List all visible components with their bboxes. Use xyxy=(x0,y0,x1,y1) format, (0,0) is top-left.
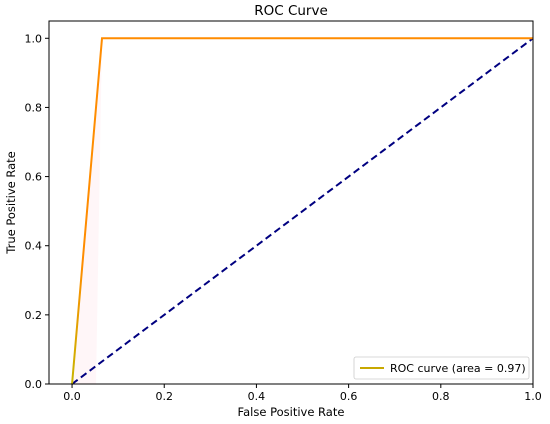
x-tick-label: 0.6 xyxy=(340,390,358,403)
y-axis-label: True Positive Rate xyxy=(4,151,18,254)
x-tick-label: 1.0 xyxy=(524,390,542,403)
legend-label: ROC curve (area = 0.97) xyxy=(390,362,526,375)
x-axis: 0.0 0.2 0.4 0.6 0.8 1.0 xyxy=(63,384,542,403)
y-tick-label: 0.0 xyxy=(25,378,43,391)
x-axis-label: False Positive Rate xyxy=(238,405,345,419)
roc-curve-line xyxy=(71,37,533,385)
x-tick-label: 0.2 xyxy=(155,390,173,403)
plot-area xyxy=(71,37,534,385)
legend: ROC curve (area = 0.97) xyxy=(353,356,530,380)
y-tick-label: 0.2 xyxy=(25,309,43,322)
chart-title: ROC Curve xyxy=(254,3,328,19)
y-tick-label: 0.6 xyxy=(25,171,43,184)
legend-box xyxy=(353,356,530,380)
x-tick-label: 0.8 xyxy=(432,390,450,403)
chance-diagonal-line xyxy=(71,37,534,385)
y-axis: 0.0 0.2 0.4 0.6 0.8 1.0 xyxy=(25,32,49,391)
y-tick-label: 1.0 xyxy=(25,32,43,45)
y-tick-label: 0.8 xyxy=(25,101,43,114)
y-tick-label: 0.4 xyxy=(25,240,43,253)
x-tick-label: 0.4 xyxy=(248,390,266,403)
x-tick-label: 0.0 xyxy=(63,390,81,403)
plot-frame xyxy=(48,20,534,385)
